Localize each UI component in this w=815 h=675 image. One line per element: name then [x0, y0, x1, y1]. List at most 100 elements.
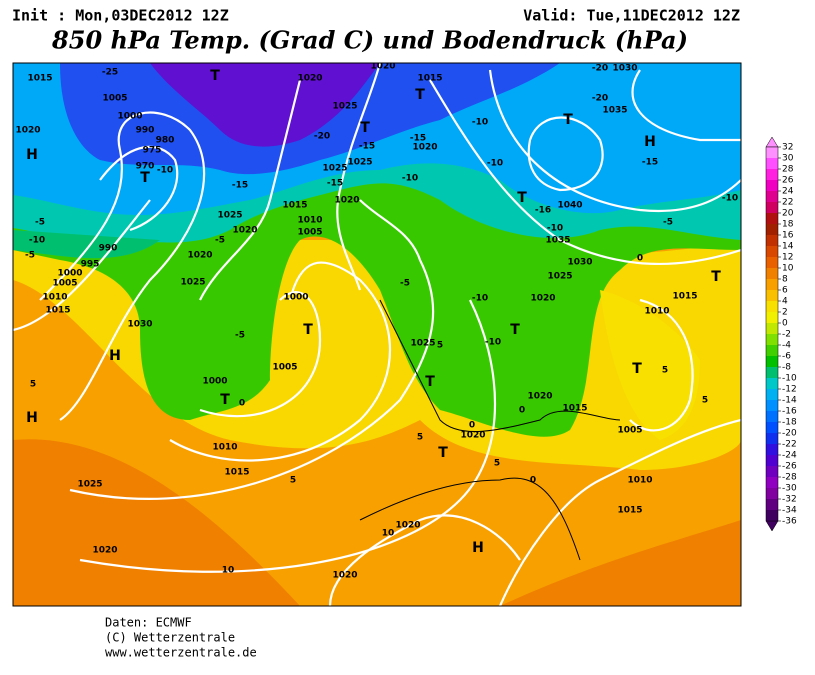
contour-label: -10: [472, 118, 488, 128]
contour-label: 1000: [202, 377, 227, 387]
colorbar-label: 26: [782, 176, 794, 186]
data-source: Daten: ECMWF: [105, 616, 192, 630]
colorbar-segment: [766, 466, 778, 478]
colorbar-label: 20: [782, 209, 794, 219]
contour-label: 1025: [332, 102, 357, 112]
pressure-center: T: [415, 87, 425, 103]
colorbar-cap: [765, 136, 779, 148]
contour-label: 1015: [417, 74, 442, 84]
map-title: 850 hPa Temp. (Grad C) und Bodendruck (h…: [51, 26, 688, 55]
colorbar-label: 32: [782, 143, 793, 153]
colorbar-label: -4: [782, 341, 791, 351]
contour-label: -15: [410, 134, 426, 144]
contour-label: 1030: [612, 64, 637, 74]
contour-label: 1020: [527, 392, 552, 402]
colorbar-segment: [766, 477, 778, 489]
contour-label: -15: [327, 179, 343, 189]
contour-label: -10: [485, 338, 501, 348]
contour-label: 5: [494, 459, 500, 469]
colorbar-label: -2: [782, 330, 791, 340]
contour-label: 1010: [42, 293, 67, 303]
map-area: 1015 -25 T 1020 1020 1015 -20 1030 1035 H -20 1020 H…: [12, 62, 742, 607]
colorbar-label: -30: [782, 484, 797, 494]
pressure-center: T: [140, 170, 150, 186]
pressure-center: T: [220, 392, 230, 408]
colorbar-segment: [766, 334, 778, 346]
colorbar-label: 24: [782, 187, 794, 197]
contour-label: 1000: [283, 293, 308, 303]
pressure-center: T: [510, 322, 520, 338]
map-frame: [12, 62, 742, 607]
contour-label: 1005: [102, 94, 127, 104]
colorbar-label: -18: [782, 418, 797, 428]
contour-label: 975: [143, 146, 162, 156]
contour-label: 1015: [282, 201, 307, 211]
colorbar-label: -14: [782, 396, 797, 406]
pressure-center: T: [303, 322, 313, 338]
contour-label: 1020: [92, 546, 117, 556]
colorbar-segment: [766, 345, 778, 357]
init-time: Init : Mon,03DEC2012 12Z: [12, 7, 229, 25]
contour-label: -15: [642, 158, 658, 168]
contour-label: 1035: [602, 106, 627, 116]
contour-label: 1015: [45, 306, 70, 316]
colorbar-segment: [766, 290, 778, 302]
colorbar-label: -24: [782, 451, 797, 461]
colorbar-segment: [766, 312, 778, 324]
colorbar-segment: [766, 301, 778, 313]
colorbar-label: -36: [782, 517, 797, 527]
colorbar-label: 18: [782, 220, 794, 230]
contour-label: -5: [235, 331, 245, 341]
colorbar-label: -6: [782, 352, 791, 362]
contour-label: 1020: [395, 521, 420, 531]
contour-label: 1010: [212, 443, 237, 453]
colorbar-segment: [766, 191, 778, 203]
contour-label: 1020: [370, 62, 395, 72]
colorbar-label: -10: [782, 374, 797, 384]
contour-label: -5: [215, 236, 225, 246]
contour-label: 1010: [644, 307, 669, 317]
colorbar-label: 22: [782, 198, 793, 208]
contour-label: 1040: [557, 201, 582, 211]
colorbar-label: 10: [782, 264, 794, 274]
contour-label: 1020: [460, 431, 485, 441]
colorbar-label: 12: [782, 253, 793, 263]
contour-label: 10: [222, 566, 235, 576]
contour-label: -20: [592, 94, 608, 104]
valid-time: Valid: Tue,11DEC2012 12Z: [523, 7, 740, 25]
colorbar-segment: [766, 488, 778, 500]
colorbar-label: -8: [782, 363, 791, 373]
pressure-center: H: [26, 147, 38, 163]
contour-label: 1005: [617, 426, 642, 436]
contour-label: 1020: [187, 251, 212, 261]
contour-label: -16: [535, 206, 551, 216]
colorbar-segment: [766, 378, 778, 390]
colorbar-segment: [766, 422, 778, 434]
contour-label: -15: [232, 181, 248, 191]
colorbar-segment: [766, 510, 778, 522]
pressure-center: T: [360, 120, 370, 136]
colorbar-segment: [766, 147, 778, 159]
colorbar-segment: [766, 356, 778, 368]
contour-label: 1005: [272, 363, 297, 373]
colorbar-label: 2: [782, 308, 788, 318]
colorbar-segment: [766, 389, 778, 401]
contour-label: 1010: [627, 476, 652, 486]
colorbar-frame: [765, 146, 779, 522]
contour-label: -5: [25, 251, 35, 261]
contour-label: 1020: [332, 571, 357, 581]
contour-label: 1000: [117, 112, 142, 122]
contour-label: 1015: [224, 468, 249, 478]
colorbar-label: -28: [782, 473, 797, 483]
contour-label: 10: [382, 529, 395, 539]
contour-label: 1030: [127, 320, 152, 330]
contour-label: 1025: [217, 211, 242, 221]
colorbar-label: 4: [782, 297, 788, 307]
contour-label: 1020: [15, 126, 40, 136]
contour-label: -10: [402, 174, 418, 184]
contour-label: -10: [487, 159, 503, 169]
colorbar-segment: [766, 169, 778, 181]
contour-label: 1025: [180, 278, 205, 288]
colorbar-label: -12: [782, 385, 797, 395]
copyright: (C) Wetterzentrale: [105, 631, 235, 645]
